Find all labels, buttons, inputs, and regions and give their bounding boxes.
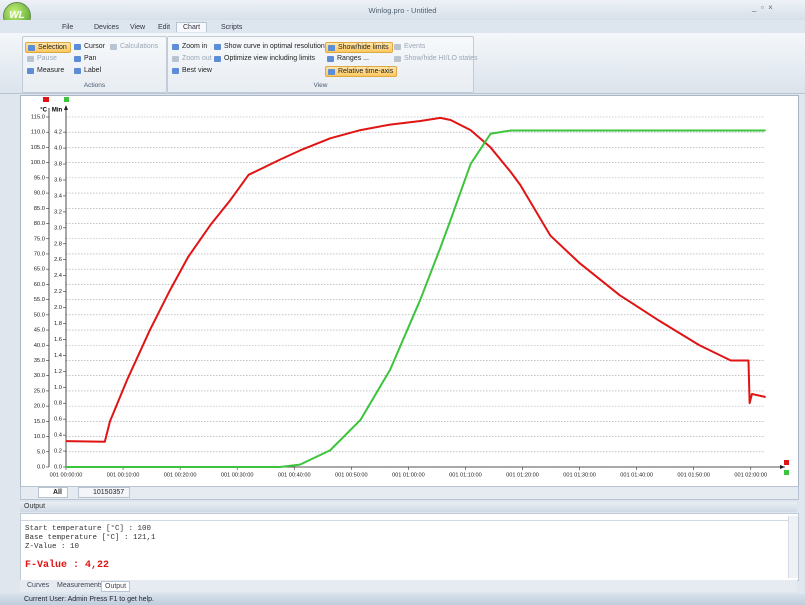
- ribbon-button[interactable]: Cursor: [72, 42, 108, 52]
- window-controls[interactable]: _ ▫ ×: [752, 3, 773, 12]
- button-label: Label: [84, 67, 102, 74]
- ribbon-button[interactable]: Events: [392, 42, 428, 52]
- ribbon-button[interactable]: Ranges ...: [325, 54, 372, 64]
- button-label: Pan: [84, 55, 97, 62]
- output-line: Z-Value : 10: [25, 543, 80, 551]
- button-label: Zoom in: [182, 43, 208, 50]
- ribbon-button[interactable]: Calculations: [108, 42, 161, 52]
- icon: [172, 56, 179, 62]
- ribbon-button[interactable]: Show/hide limits: [325, 42, 393, 53]
- button-label: Show/hide limits: [338, 44, 389, 51]
- ribbon-button[interactable]: Zoom in: [170, 42, 210, 52]
- ribbon: [0, 33, 805, 94]
- icon: [110, 44, 117, 50]
- chart-tab[interactable]: 10150357: [78, 487, 131, 498]
- icon: [328, 69, 335, 75]
- ribbon-button[interactable]: Optimize view including limits: [212, 54, 318, 64]
- icon: [27, 68, 34, 74]
- button-label: Show/hide HI/LO states: [404, 55, 478, 62]
- bottom-tab[interactable]: Output: [101, 581, 131, 592]
- icon: [27, 56, 34, 62]
- ribbon-button[interactable]: Zoom out: [170, 54, 215, 64]
- button-label: Calculations: [120, 43, 159, 50]
- output-line: Base temperature [°C] : 121,1: [25, 534, 156, 542]
- menu-tab[interactable]: File: [62, 24, 74, 31]
- icon: [74, 68, 81, 74]
- divider: [21, 520, 798, 521]
- icon: [327, 56, 334, 62]
- button-label: Relative time-axis: [338, 68, 394, 75]
- output-body: Start temperature [°C] : 100 Base temper…: [20, 513, 799, 581]
- menu-tab[interactable]: Chart: [176, 22, 208, 32]
- output-line: Start temperature [°C] : 100: [25, 525, 152, 533]
- ribbon-button[interactable]: Show/hide HI/LO states: [392, 54, 481, 64]
- group-label: Actions: [83, 82, 106, 89]
- bottom-tabs: [20, 580, 797, 592]
- menu-tab[interactable]: Edit: [158, 24, 171, 31]
- ribbon-button[interactable]: Relative time-axis: [325, 66, 398, 77]
- icon: [74, 44, 81, 50]
- chart-panel: [20, 95, 799, 487]
- icon: [394, 44, 401, 50]
- icon: [214, 56, 221, 62]
- menu-tab[interactable]: Devices: [94, 24, 119, 31]
- icon: [394, 56, 401, 62]
- icon: [328, 45, 335, 51]
- menu-tab[interactable]: View: [130, 24, 146, 31]
- title-bar: Winlog.pro - Untitled _ ▫ ×: [0, 0, 805, 20]
- menu-tab[interactable]: Scripts: [221, 24, 243, 31]
- ribbon-button[interactable]: Pan: [72, 54, 99, 64]
- chart-tabs: [20, 486, 799, 500]
- button-label: Zoom out: [182, 55, 212, 62]
- button-label: Ranges ...: [337, 55, 369, 62]
- ribbon-button[interactable]: Measure: [25, 66, 67, 76]
- button-label: Pause: [37, 55, 57, 62]
- ribbon-button[interactable]: Show curve in optimal resolution: [212, 42, 328, 52]
- ribbon-button[interactable]: Best view: [170, 66, 215, 76]
- button-label: Optimize view including limits: [224, 55, 316, 62]
- bottom-tab[interactable]: Measurements: [57, 582, 104, 589]
- button-label: Measure: [37, 67, 65, 74]
- button-label: Show curve in optimal resolution: [224, 43, 325, 50]
- ribbon-button[interactable]: Pause: [25, 54, 60, 64]
- window-title: Winlog.pro - Untitled: [368, 6, 437, 15]
- f-value: F-Value : 4,22: [25, 560, 110, 571]
- icon: [214, 44, 221, 50]
- button-label: Best view: [182, 67, 212, 74]
- status-bar: Current User: Admin Press F1 to get help…: [0, 594, 805, 605]
- bottom-tab[interactable]: Curves: [27, 582, 50, 589]
- icon: [28, 45, 35, 51]
- group-label: View: [313, 82, 328, 89]
- scrollbar[interactable]: [788, 516, 798, 578]
- icon: [74, 56, 81, 62]
- chart-tab[interactable]: All: [38, 487, 68, 498]
- icon: [172, 68, 179, 74]
- button-label: Selection: [38, 44, 67, 51]
- ribbon-button[interactable]: Selection: [25, 42, 71, 53]
- ribbon-button[interactable]: Label: [72, 66, 104, 76]
- button-label: Events: [404, 43, 426, 50]
- output-header: Output: [20, 502, 797, 512]
- button-label: Cursor: [84, 43, 106, 50]
- icon: [172, 44, 179, 50]
